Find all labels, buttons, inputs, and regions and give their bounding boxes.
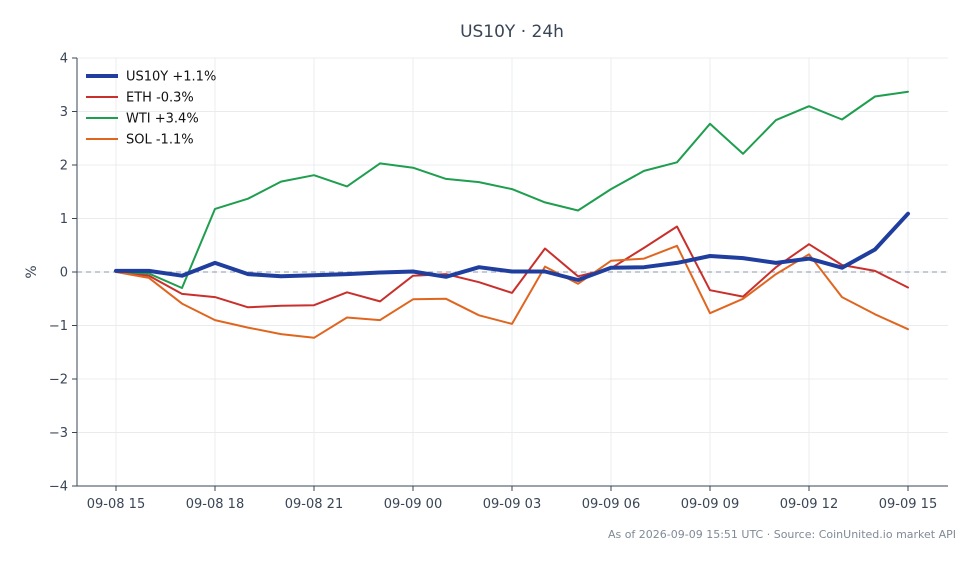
x-tick-label: 09-09 03 [483,497,541,512]
series-lines [114,90,910,339]
x-tick-label: 09-09 15 [879,497,937,512]
x-tick-label: 09-09 12 [780,497,838,512]
y-tick-label: 2 [60,159,68,174]
x-tick-label: 09-08 18 [186,497,244,512]
y-tick-label: −2 [49,373,68,388]
series-line-2 [115,90,909,289]
x-tick-label: 09-08 21 [285,497,343,512]
chart-title: US10Y · 24h [460,22,564,42]
y-tick-label: 0 [60,266,68,281]
y-tick-label: −1 [49,319,68,334]
x-tick-label: 09-09 06 [582,497,640,512]
series-line-0 [114,211,910,282]
y-tick-labels: 4 3 2 1 0 −1 −2 −3 −4 [49,52,68,495]
y-tick-label: −4 [49,480,68,495]
footer-source: As of 2026-09-09 15:51 UTC · Source: Coi… [608,528,956,541]
y-tick-label: 3 [60,105,68,120]
y-tick-label: 1 [60,212,68,227]
x-tick-label: 09-08 15 [87,497,145,512]
axes [72,57,948,491]
y-tick-label: 4 [60,52,68,67]
x-tick-label: 09-09 00 [384,497,442,512]
x-tick-labels: 09-08 15 09-08 18 09-08 21 09-09 00 09-09 03… [87,497,937,512]
legend-label: US10Y +1.1% [126,70,216,85]
x-tick-label: 09-09 09 [681,497,739,512]
series-line-1 [115,225,909,309]
legend-label: ETH -0.3% [126,91,194,106]
legend-label: WTI +3.4% [126,112,199,127]
legend: US10Y +1.1% ETH -0.3% WTI +3.4% SOL -1.1% [86,70,216,148]
y-axis-label: % [24,265,40,278]
y-tick-label: −3 [49,426,68,441]
legend-label: SOL -1.1% [126,133,194,148]
series-line-3 [115,244,909,339]
